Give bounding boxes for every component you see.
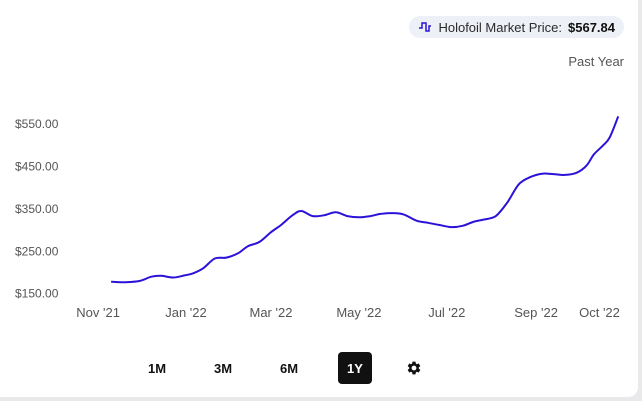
x-tick-label: Jul '22 <box>428 305 465 320</box>
price-legend: Holofoil Market Price: $567.84 <box>409 16 624 38</box>
y-tick-label: $250.00 <box>15 244 59 258</box>
x-tick-label: Jan '22 <box>165 305 207 320</box>
y-tick-label: $150.00 <box>15 287 59 301</box>
range-button-6m[interactable]: 6M <box>279 360 299 376</box>
price-line-icon <box>418 21 432 33</box>
x-tick-label: May '22 <box>336 305 381 320</box>
x-tick-label: Sep '22 <box>514 305 558 320</box>
y-tick-label: $350.00 <box>15 202 59 216</box>
y-tick-label: $550.00 <box>15 117 59 131</box>
range-button-3m[interactable]: 3M <box>213 360 233 376</box>
y-tick-label: $450.00 <box>15 159 59 173</box>
x-tick-label: Oct '22 <box>579 305 620 320</box>
gear-icon[interactable] <box>404 352 424 384</box>
range-button-1m[interactable]: 1M <box>147 360 167 376</box>
x-tick-label: Nov '21 <box>76 305 120 320</box>
legend-value: $567.84 <box>568 19 615 35</box>
range-label: Past Year <box>568 54 624 69</box>
price-line <box>111 116 620 284</box>
price-chart: $150.00 $250.00 $350.00 $450.00 $550.00 Nov '… <box>15 116 620 320</box>
range-buttons: 1M 3M 6M 1Y <box>140 352 424 384</box>
x-tick-label: Mar '22 <box>250 305 293 320</box>
range-button-1y[interactable]: 1Y <box>338 352 372 384</box>
legend-label: Holofoil Market Price: <box>438 19 562 35</box>
